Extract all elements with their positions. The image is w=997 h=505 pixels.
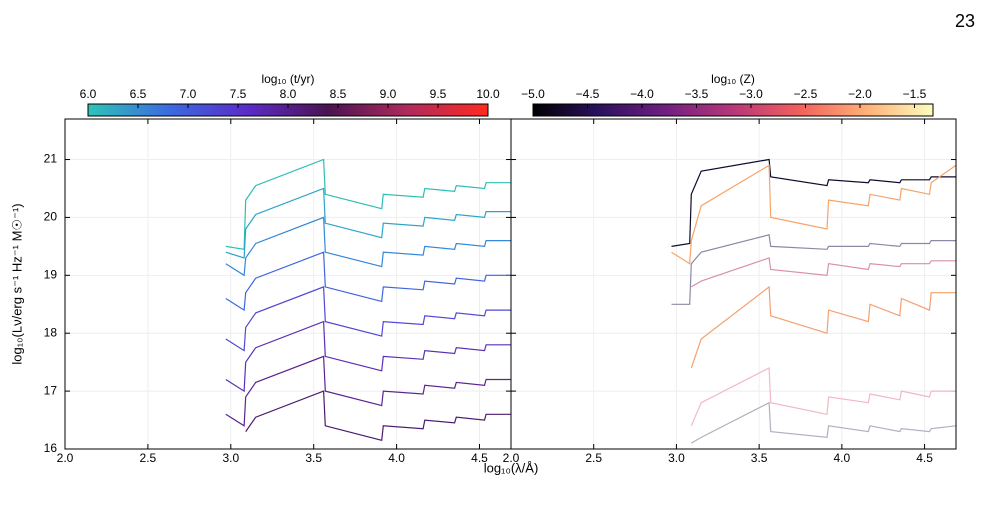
- colorbar-tick-label: 7.0: [180, 87, 197, 101]
- series-line: [225, 286, 511, 352]
- colorbar-tick-label: 10.0: [476, 87, 500, 101]
- x-tick-label: 4.5: [916, 451, 933, 465]
- plot-frame: [64, 118, 512, 450]
- series-line: [690, 366, 956, 427]
- series-line: [225, 355, 511, 427]
- series-line: [671, 164, 956, 265]
- colorbar-tick-label: −2.5: [794, 87, 818, 101]
- x-tick-label: 3.5: [751, 451, 768, 465]
- x-tick-label: 4.0: [834, 451, 851, 465]
- y-axis-label: log₁₀(Lν/erg s⁻¹ Hz⁻¹ M☉⁻¹): [9, 203, 24, 364]
- series-line: [225, 320, 511, 393]
- y-tick-label: 20: [44, 210, 58, 224]
- series-line: [225, 251, 511, 312]
- colorbar: [532, 103, 934, 117]
- y-tick-label: 19: [44, 267, 58, 281]
- x-tick-label: 2.0: [503, 451, 520, 465]
- x-tick-label: 2.0: [57, 451, 74, 465]
- colorbar-label: log₁₀ (Z): [711, 72, 755, 86]
- series-line: [225, 187, 511, 259]
- x-tick-label: 2.5: [585, 451, 602, 465]
- colorbar-tick-label: −4.0: [630, 87, 654, 101]
- y-tick-label: 21: [44, 152, 58, 166]
- colorbar-tick-label: 8.5: [330, 87, 347, 101]
- page-number: 23: [955, 11, 975, 31]
- x-tick-label: 2.5: [140, 451, 157, 465]
- colorbar-tick-label: −3.0: [739, 87, 763, 101]
- series-line: [225, 158, 511, 250]
- y-tick-label: 17: [44, 383, 58, 397]
- series-line: [671, 158, 956, 247]
- series-line: [690, 285, 956, 369]
- y-tick-label: 18: [44, 325, 58, 339]
- colorbar-tick-label: −5.0: [521, 87, 545, 101]
- series-line: [225, 216, 511, 277]
- x-tick-label: 3.0: [222, 451, 239, 465]
- series-line: [671, 234, 956, 305]
- x-tick-label: 3.0: [668, 451, 685, 465]
- colorbar-tick-label: −3.5: [685, 87, 709, 101]
- colorbar-tick-label: 7.5: [230, 87, 247, 101]
- series-line: [245, 390, 511, 442]
- y-tick-label: 16: [44, 441, 58, 455]
- x-tick-label: 4.0: [388, 451, 405, 465]
- colorbar-tick-label: −2.0: [848, 87, 872, 101]
- colorbar-tick-label: 8.0: [280, 87, 297, 101]
- colorbar-tick-label: 9.0: [380, 87, 397, 101]
- colorbar-label: log₁₀ (t/yr): [261, 72, 314, 86]
- series-line: [690, 257, 956, 288]
- x-tick-label: 3.5: [305, 451, 322, 465]
- colorbar-tick-label: 6.0: [80, 87, 97, 101]
- colorbar-tick-label: 9.5: [430, 87, 447, 101]
- x-tick-label: 4.5: [471, 451, 488, 465]
- plot-frame: [510, 118, 957, 450]
- colorbar-tick-label: −4.5: [576, 87, 600, 101]
- x-axis-label: log₁₀(λ/Å): [484, 460, 539, 475]
- colorbar-tick-label: −1.5: [903, 87, 927, 101]
- series-line: [690, 401, 956, 444]
- colorbar-tick-label: 6.5: [130, 87, 147, 101]
